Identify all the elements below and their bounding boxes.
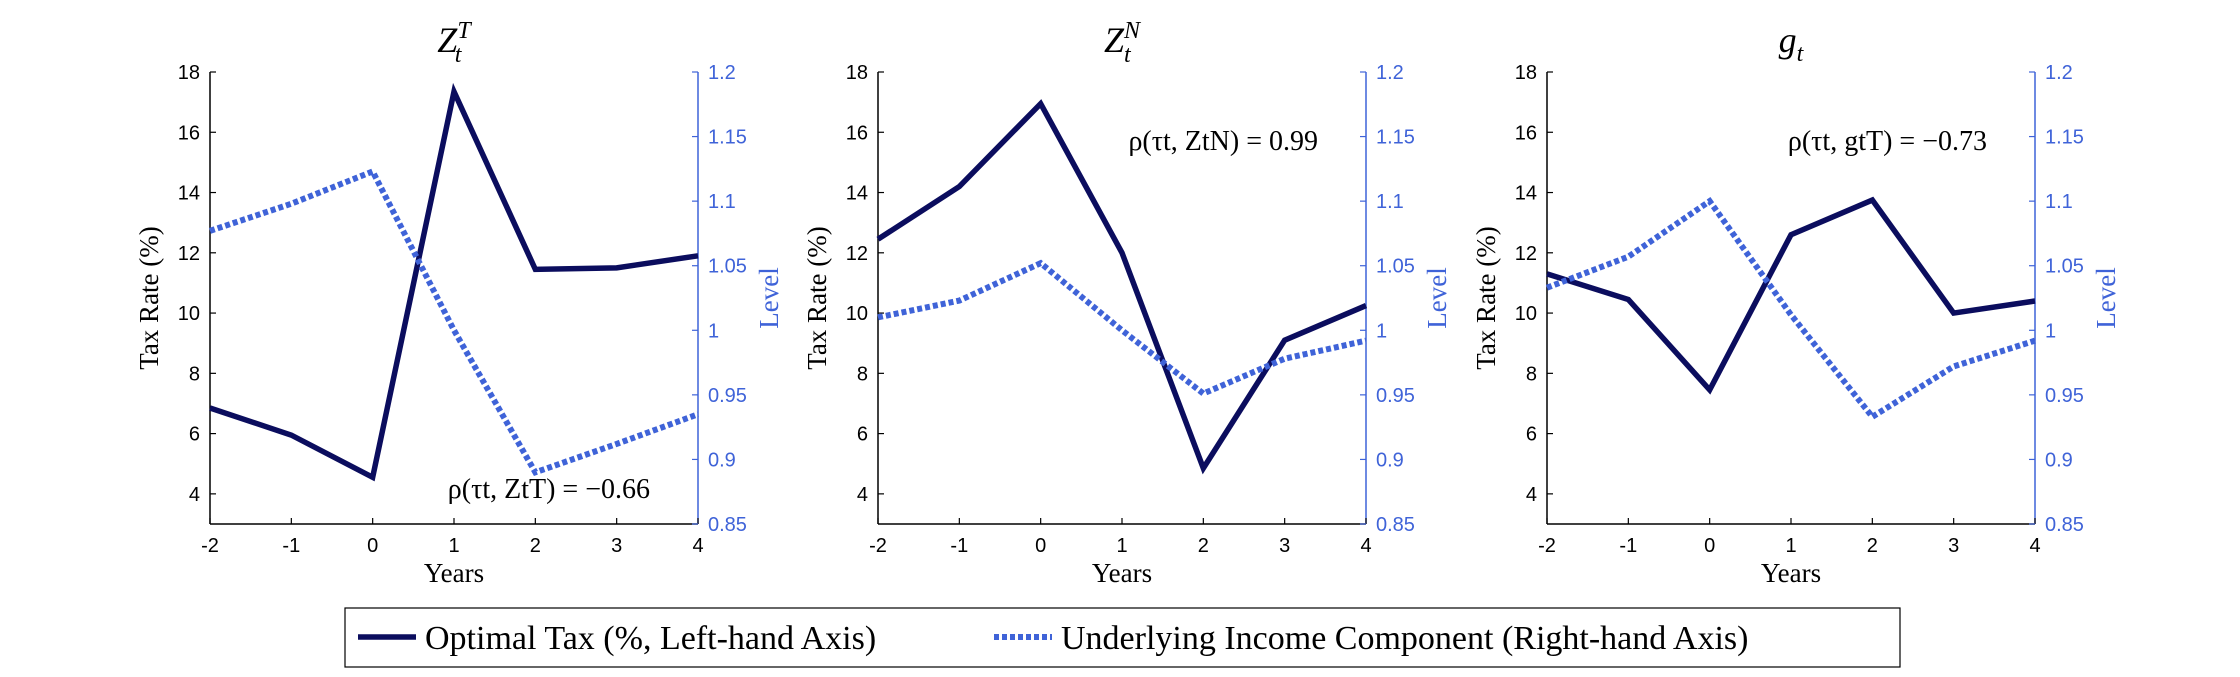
y-left-tick-label: 18 bbox=[1515, 62, 1537, 84]
correlation-annotation: ρ(τt, gtT) = −0.73 bbox=[1788, 126, 1987, 157]
y-left-tick-label: 12 bbox=[846, 243, 868, 265]
y-left-tick-label: 6 bbox=[857, 424, 868, 446]
y-right-tick-label: 0.9 bbox=[1376, 449, 1404, 471]
y-right-tick-label: 0.85 bbox=[708, 514, 747, 536]
legend: Optimal Tax (%, Left-hand Axis) Underlyin… bbox=[344, 607, 1901, 668]
y-right-tick-label: 1.1 bbox=[2045, 191, 2073, 213]
x-tick-label: 2 bbox=[530, 535, 541, 557]
x-tick-label: -2 bbox=[1538, 535, 1556, 557]
x-axis-label: Years bbox=[424, 558, 484, 588]
y-right-tick-label: 0.85 bbox=[2045, 514, 2084, 536]
panel-title: ZT t bbox=[437, 18, 472, 68]
y-left-tick-label: 14 bbox=[846, 183, 868, 205]
y-right-tick-label: 1.05 bbox=[708, 256, 747, 278]
y-right-tick-label: 1.15 bbox=[1376, 127, 1415, 149]
legend-label: Underlying Income Component (Right-hand … bbox=[1061, 620, 1748, 657]
legend-box bbox=[344, 607, 1901, 668]
y-right-tick-label: 0.85 bbox=[1376, 514, 1415, 536]
y-left-tick-label: 10 bbox=[178, 303, 200, 325]
chart-panel-3: -2 -1 0 1 2 3 446810121416180.850.90.9511.051.… bbox=[1471, 20, 2121, 588]
y-right-tick-label: 1 bbox=[708, 320, 719, 342]
optimal-tax-line bbox=[209, 82, 699, 482]
y-right-axis-label: Level bbox=[1422, 267, 1452, 328]
y-left-tick-label: 14 bbox=[178, 183, 200, 205]
y-left-tick-label: 16 bbox=[178, 122, 200, 144]
y-right-tick-label: 1.2 bbox=[1376, 62, 1404, 84]
legend-label: Optimal Tax (%, Left-hand Axis) bbox=[425, 620, 876, 657]
y-right-tick-label: 0.95 bbox=[708, 385, 747, 407]
x-tick-label: -1 bbox=[282, 535, 300, 557]
panel-title: ZN t bbox=[1104, 18, 1142, 68]
x-tick-label: 4 bbox=[2029, 535, 2040, 557]
y-right-tick-label: 1 bbox=[2045, 320, 2056, 342]
x-tick-label: -2 bbox=[869, 535, 887, 557]
x-tick-label: -1 bbox=[950, 535, 968, 557]
x-tick-label: 1 bbox=[1116, 535, 1127, 557]
correlation-annotation: ρ(τt, ZtT) = −0.66 bbox=[448, 474, 650, 505]
y-left-tick-label: 16 bbox=[1515, 122, 1537, 144]
y-left-tick-label: 4 bbox=[857, 484, 868, 506]
y-right-tick-label: 0.95 bbox=[2045, 385, 2084, 407]
x-tick-label: 4 bbox=[1360, 535, 1371, 557]
optimal-tax-line bbox=[876, 99, 1368, 475]
y-left-tick-label: 16 bbox=[846, 122, 868, 144]
y-left-tick-label: 18 bbox=[846, 62, 868, 84]
y-right-tick-label: 1.2 bbox=[708, 62, 736, 84]
y-left-tick-label: 8 bbox=[857, 363, 868, 385]
y-left-tick-label: 18 bbox=[178, 62, 200, 84]
y-right-tick-label: 1.2 bbox=[2045, 62, 2073, 84]
y-right-tick-label: 1.1 bbox=[708, 191, 736, 213]
y-left-tick-label: 14 bbox=[1515, 183, 1537, 205]
x-tick-label: 3 bbox=[611, 535, 622, 557]
x-axis-label: Years bbox=[1761, 558, 1821, 588]
y-right-tick-label: 1.15 bbox=[2045, 127, 2084, 149]
x-tick-label: 3 bbox=[1279, 535, 1290, 557]
y-right-tick-label: 1.05 bbox=[2045, 256, 2084, 278]
x-tick-label: 0 bbox=[1704, 535, 1715, 557]
y-right-axis-label: Level bbox=[754, 267, 784, 328]
y-left-axis-label: Tax Rate (%) bbox=[134, 226, 164, 370]
y-right-tick-label: 0.95 bbox=[1376, 385, 1415, 407]
y-right-tick-label: 1 bbox=[1376, 320, 1387, 342]
chart-panel-2: -2 -1 0 1 2 3 446810121416180.850.90.9511.051.… bbox=[802, 18, 1452, 588]
y-left-tick-label: 8 bbox=[1526, 363, 1537, 385]
optimal-tax-line bbox=[1546, 196, 2036, 395]
y-left-tick-label: 10 bbox=[846, 303, 868, 325]
y-right-tick-label: 0.9 bbox=[2045, 449, 2073, 471]
income-component-line bbox=[209, 167, 700, 476]
x-tick-label: 3 bbox=[1948, 535, 1959, 557]
y-left-tick-label: 4 bbox=[189, 484, 200, 506]
x-tick-label: -1 bbox=[1619, 535, 1637, 557]
x-tick-label: 0 bbox=[367, 535, 378, 557]
y-left-tick-label: 8 bbox=[189, 363, 200, 385]
y-right-tick-label: 1.05 bbox=[1376, 256, 1415, 278]
y-left-tick-label: 12 bbox=[178, 243, 200, 265]
x-tick-label: 2 bbox=[1867, 535, 1878, 557]
y-right-axis-label: Level bbox=[2091, 267, 2121, 328]
x-tick-label: 1 bbox=[448, 535, 459, 557]
x-axis-label: Years bbox=[1092, 558, 1152, 588]
panel-title: gt bbox=[1779, 20, 1805, 67]
chart-panel-1: -2 -1 0 1 2 3 446810121416180.850.90.9511.051.… bbox=[134, 18, 784, 588]
y-right-tick-label: 1.15 bbox=[708, 127, 747, 149]
y-left-tick-label: 6 bbox=[189, 424, 200, 446]
x-tick-label: 1 bbox=[1785, 535, 1796, 557]
income-component-line bbox=[877, 259, 1367, 398]
y-left-tick-label: 12 bbox=[1515, 243, 1537, 265]
y-left-axis-label: Tax Rate (%) bbox=[802, 226, 832, 370]
y-left-tick-label: 6 bbox=[1526, 424, 1537, 446]
x-tick-label: -2 bbox=[201, 535, 219, 557]
y-left-tick-label: 10 bbox=[1515, 303, 1537, 325]
x-tick-label: 0 bbox=[1035, 535, 1046, 557]
y-left-tick-label: 4 bbox=[1526, 484, 1537, 506]
y-right-tick-label: 1.1 bbox=[1376, 191, 1404, 213]
x-tick-label: 2 bbox=[1198, 535, 1209, 557]
correlation-annotation: ρ(τt, ZtN) = 0.99 bbox=[1128, 126, 1318, 157]
y-right-tick-label: 0.9 bbox=[708, 449, 736, 471]
y-left-axis-label: Tax Rate (%) bbox=[1471, 226, 1501, 370]
x-tick-label: 4 bbox=[692, 535, 703, 557]
